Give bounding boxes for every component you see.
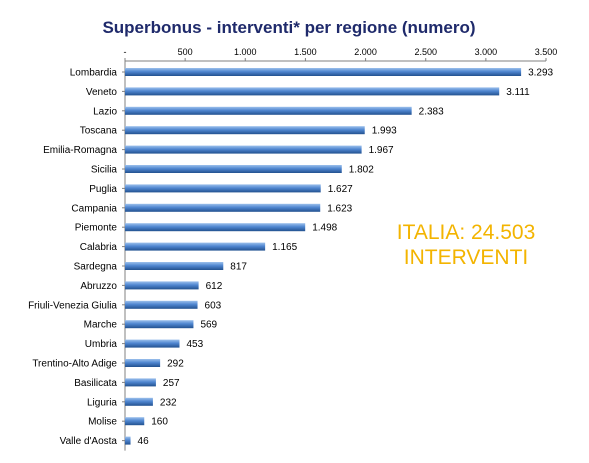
x-tick-label: 1.500 — [294, 47, 317, 57]
data-label: 2.383 — [419, 106, 444, 117]
category-label: Campania — [71, 203, 117, 214]
data-label: 3.293 — [528, 68, 553, 79]
bar — [125, 203, 321, 212]
data-label: 1.623 — [327, 203, 352, 214]
category-label: Marche — [84, 320, 118, 331]
data-label: 1.498 — [312, 223, 337, 234]
category-label: Puglia — [89, 184, 117, 195]
bar — [125, 223, 306, 232]
bar — [125, 300, 198, 309]
x-axis: - 500 1.000 1.500 2.000 2.500 3.000 3.500 — [122, 47, 557, 451]
data-label: 569 — [200, 320, 217, 331]
category-label: Basilicata — [74, 378, 117, 389]
bar — [125, 359, 161, 367]
bar — [125, 378, 156, 387]
data-label: 603 — [205, 300, 222, 311]
bar — [125, 126, 365, 135]
category-labels: Lombardia Veneto Lazio Toscana Emilia-Romagn… — [28, 68, 117, 448]
data-label: 612 — [206, 281, 223, 292]
category-label: Trentino-Alto Adige — [32, 359, 117, 370]
bar — [125, 68, 522, 76]
data-label: 160 — [151, 417, 168, 428]
bar — [125, 106, 412, 115]
data-label: 292 — [167, 359, 184, 370]
x-tick-label: 500 — [178, 47, 193, 57]
data-label: 1.165 — [272, 242, 297, 253]
data-label: 1.993 — [372, 126, 397, 137]
bar — [125, 397, 153, 406]
bar — [125, 320, 194, 329]
annotation-interventi: INTERVENTI — [404, 246, 528, 269]
category-label: Toscana — [80, 126, 118, 137]
value-labels: 3.293 3.111 2.383 1.993 1.967 1.802 1.627 1.623… — [138, 68, 554, 448]
category-label: Sicilia — [91, 165, 118, 176]
bar — [125, 184, 321, 193]
category-label: Abruzzo — [80, 281, 117, 292]
bar — [125, 339, 180, 348]
bar — [125, 242, 266, 251]
category-label: Emilia-Romagna — [43, 145, 117, 156]
category-label: Molise — [88, 417, 117, 428]
category-label: Liguria — [87, 397, 117, 408]
x-tick-label: 3.000 — [475, 47, 498, 57]
x-tick-label: 2.000 — [354, 47, 377, 57]
data-label: 1.627 — [328, 184, 353, 195]
category-label: Veneto — [86, 87, 118, 98]
data-label: 453 — [186, 339, 203, 350]
data-label: 1.802 — [349, 165, 374, 176]
bar — [125, 417, 145, 426]
bar — [125, 165, 342, 173]
x-tick-label: - — [124, 47, 127, 57]
category-label: Lazio — [93, 106, 117, 117]
data-label: 1.967 — [369, 145, 394, 156]
category-label: Friuli-Venezia Giulia — [28, 300, 117, 311]
category-label: Calabria — [80, 242, 118, 253]
x-tick-label: 3.500 — [535, 47, 558, 57]
category-label: Umbria — [85, 339, 118, 350]
bar — [125, 281, 199, 290]
bar — [125, 436, 131, 445]
data-label: 257 — [163, 378, 180, 389]
annotation-total: ITALIA: 24.503 — [397, 221, 536, 244]
chart-title: Superbonus - interventi* per regione (nu… — [102, 18, 475, 37]
data-label: 3.111 — [506, 87, 530, 98]
bars — [125, 68, 522, 445]
data-label: 46 — [138, 436, 150, 447]
category-label: Piemonte — [75, 223, 118, 234]
x-tick-label: 1.000 — [234, 47, 257, 57]
bar — [125, 262, 224, 270]
bar — [125, 87, 500, 96]
category-label: Valle d'Aosta — [60, 436, 118, 447]
category-label: Lombardia — [70, 68, 118, 79]
data-label: 232 — [160, 397, 177, 408]
category-label: Sardegna — [74, 262, 118, 273]
bar — [125, 145, 362, 154]
data-label: 817 — [230, 262, 247, 273]
x-tick-label: 2.500 — [414, 47, 437, 57]
